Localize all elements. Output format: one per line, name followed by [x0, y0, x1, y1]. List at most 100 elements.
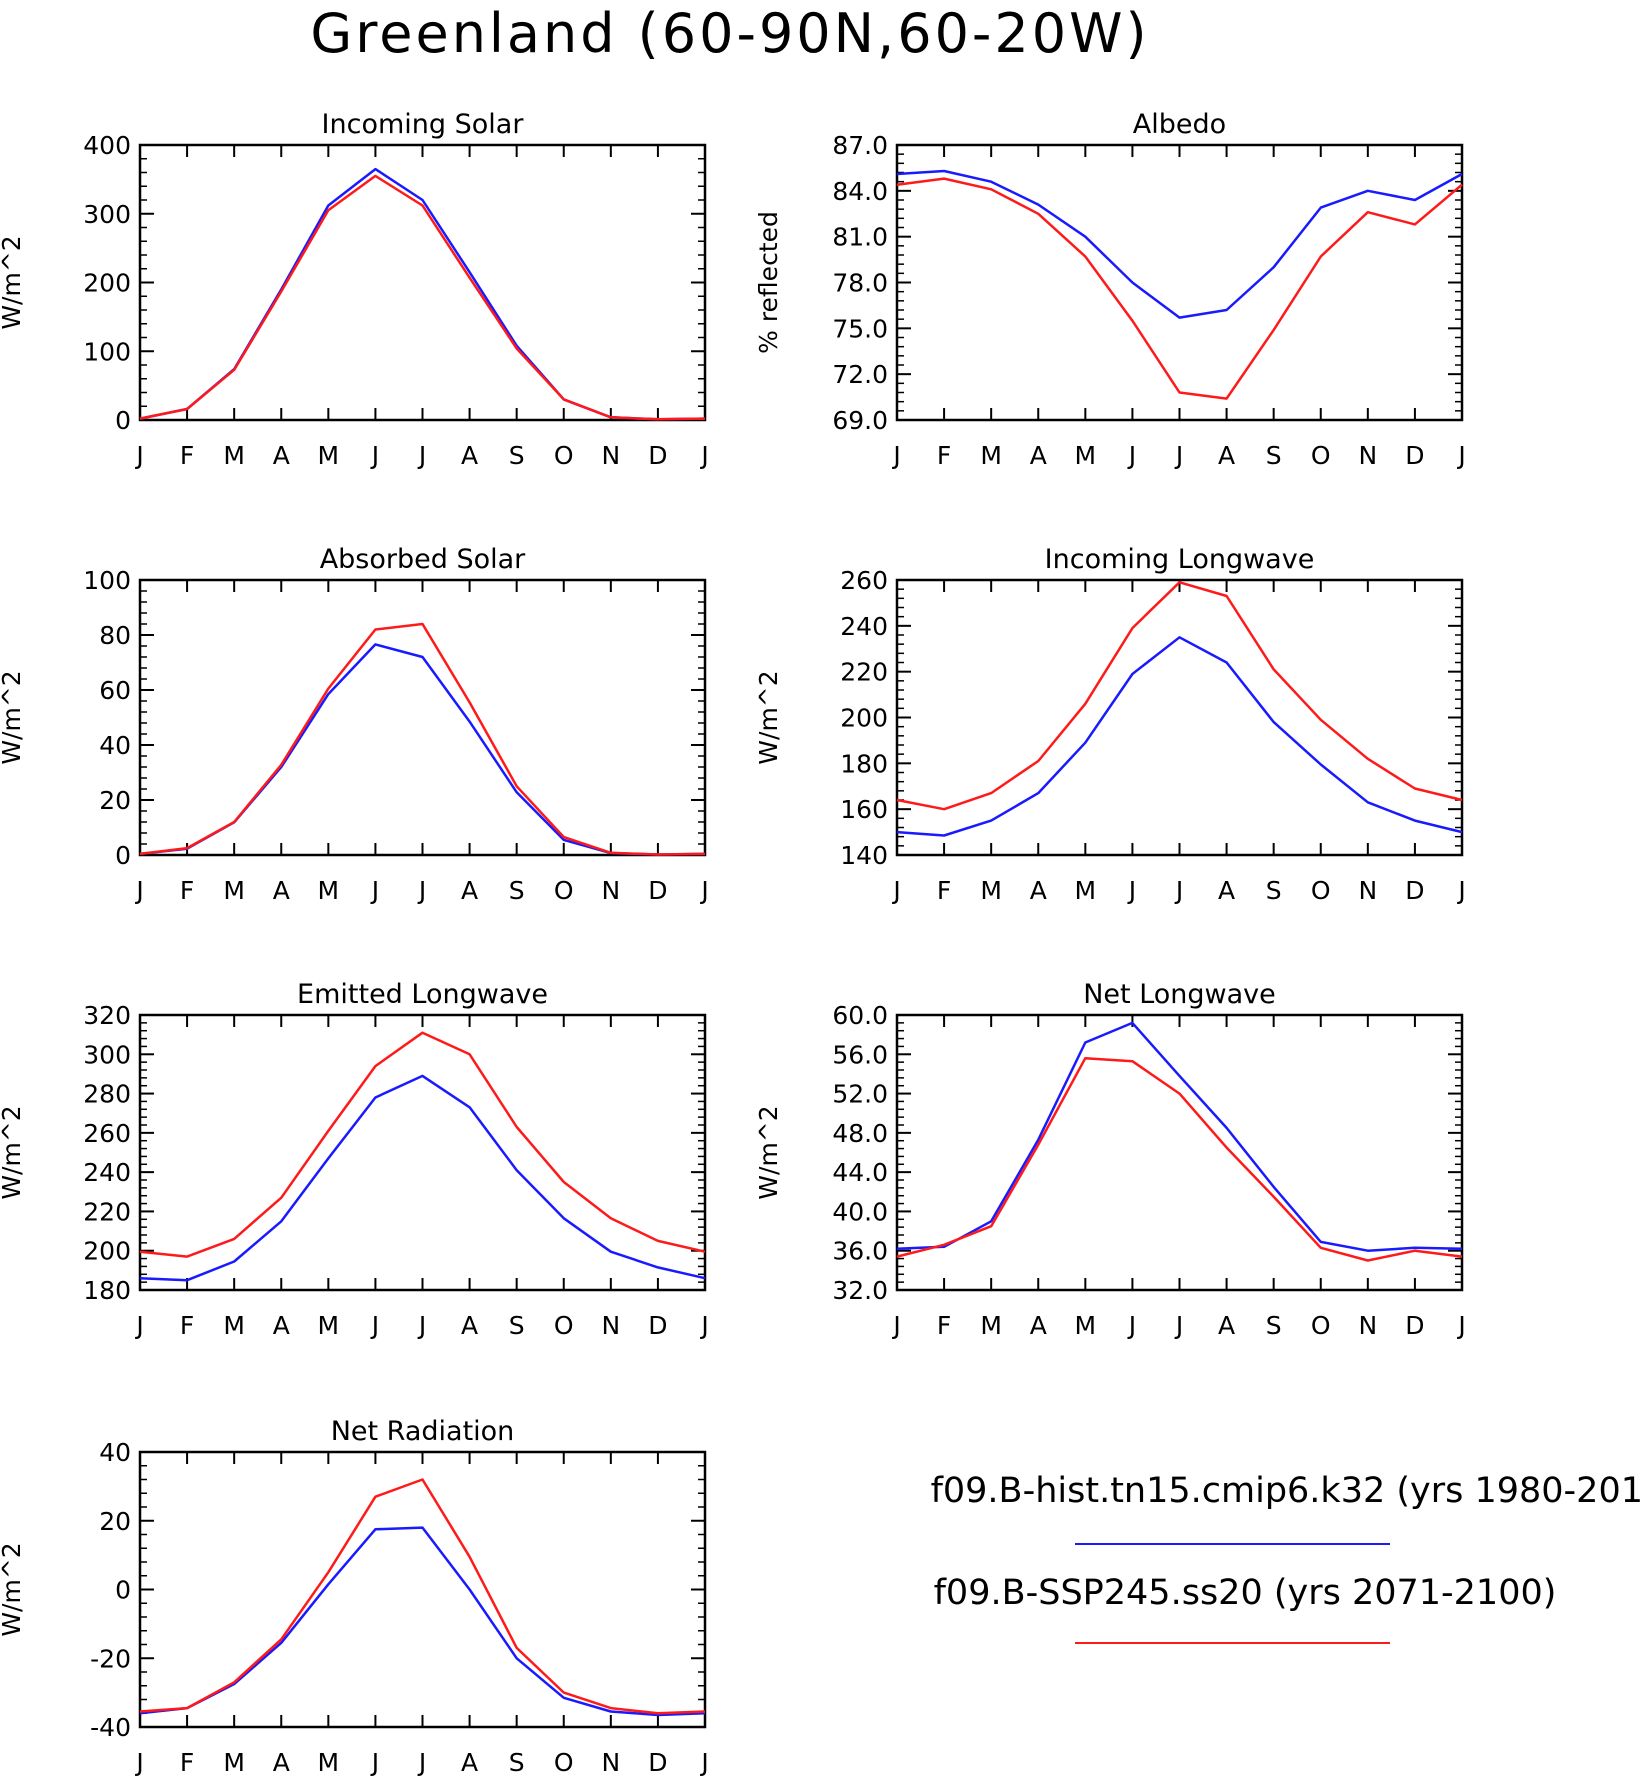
incoming-longwave-xtick-label: S — [1266, 876, 1282, 905]
net-radiation-xtick-label: A — [461, 1748, 478, 1777]
absorbed-solar-title: Absorbed Solar — [320, 544, 526, 575]
net-longwave-xtick-label: A — [1218, 1311, 1235, 1340]
albedo-xtick-label: A — [1030, 441, 1047, 470]
incoming-solar-xtick-label: D — [648, 441, 667, 470]
absorbed-solar-ytick-label: 80 — [99, 621, 131, 650]
net-longwave-ytick-label: 60.0 — [832, 1001, 888, 1030]
albedo-ytick-label: 87.0 — [832, 131, 888, 160]
net-longwave-xtick-label: S — [1266, 1311, 1282, 1340]
legend: f09.B-hist.tn15.cmip6.k32 (yrs 1980-201 … — [931, 1471, 1643, 1644]
net-longwave-ytick-label: 52.0 — [832, 1080, 888, 1109]
incoming-solar-series-line-1 — [139, 174, 706, 421]
incoming-solar-ytick-label: 200 — [83, 269, 131, 298]
net-radiation-xtick-label: J — [699, 1748, 708, 1777]
albedo-xtick-label: N — [1358, 441, 1377, 470]
incoming-solar-xtick-label: F — [180, 441, 194, 470]
emitted-longwave-ytick-label: 260 — [83, 1119, 131, 1148]
emitted-longwave-series-line-0 — [139, 1074, 706, 1282]
emitted-longwave-xtick-label: J — [699, 1311, 708, 1340]
net-radiation-title: Net Radiation — [331, 1416, 515, 1447]
incoming-longwave-xtick-label: J — [1127, 876, 1136, 905]
absorbed-solar-xtick-label: M — [223, 876, 245, 905]
incoming-longwave-xtick-label: M — [1075, 876, 1097, 905]
emitted-longwave-xtick-label: F — [180, 1311, 194, 1340]
absorbed-solar-xtick-label: M — [318, 876, 340, 905]
incoming-solar-xtick-label: M — [223, 441, 245, 470]
figure-title: Greenland (60-90N,60-20W) — [310, 2, 1149, 65]
albedo-xtick-label: M — [1075, 441, 1097, 470]
emitted-longwave-xtick-label: A — [273, 1311, 290, 1340]
absorbed-solar-xtick-label: A — [273, 876, 290, 905]
incoming-longwave-xtick-label: J — [891, 876, 900, 905]
emitted-longwave-xtick-label: O — [554, 1311, 574, 1340]
albedo-xtick-label: S — [1266, 441, 1282, 470]
albedo-ytick-label: 75.0 — [832, 314, 888, 343]
incoming-solar-xtick-label: J — [417, 441, 426, 470]
emitted-longwave-title: Emitted Longwave — [297, 979, 548, 1010]
net-longwave-ytick-label: 36.0 — [832, 1237, 888, 1266]
net-longwave-xtick-label: M — [1075, 1311, 1097, 1340]
incoming-longwave-xtick-label: D — [1405, 876, 1424, 905]
albedo-xtick-label: M — [980, 441, 1002, 470]
incoming-longwave-ytick-label: 220 — [840, 658, 888, 687]
emitted-longwave-xtick-label: N — [601, 1311, 620, 1340]
albedo-xtick-label: J — [891, 441, 900, 470]
net-longwave-xtick-label: J — [891, 1311, 900, 1340]
emitted-longwave-xtick-label: J — [134, 1311, 143, 1340]
absorbed-solar-xtick-label: J — [699, 876, 708, 905]
incoming-longwave-ytick-label: 160 — [840, 795, 888, 824]
net-longwave-xtick-label: F — [937, 1311, 951, 1340]
absorbed-solar-ytick-label: 100 — [83, 566, 131, 595]
emitted-longwave-ytick-label: 200 — [83, 1237, 131, 1266]
net-radiation-xtick-label: F — [180, 1748, 194, 1777]
albedo-ylabel: % reflected — [754, 211, 783, 354]
net-longwave-ylabel: W/m^2 — [754, 1105, 783, 1199]
net-longwave-series-line-1 — [896, 1056, 1463, 1262]
absorbed-solar-xtick-label: J — [134, 876, 143, 905]
albedo-xtick-label: J — [1127, 441, 1136, 470]
albedo-xtick-label: A — [1218, 441, 1235, 470]
net-radiation-ytick-label: -20 — [90, 1644, 131, 1673]
emitted-longwave-ylabel: W/m^2 — [0, 1105, 26, 1199]
net-longwave-xtick-label: O — [1311, 1311, 1331, 1340]
net-radiation-xtick-label: N — [601, 1748, 620, 1777]
net-radiation-xtick-label: J — [134, 1748, 143, 1777]
incoming-longwave-ytick-label: 200 — [840, 704, 888, 733]
net-longwave-ytick-label: 48.0 — [832, 1119, 888, 1148]
incoming-solar-ytick-label: 400 — [83, 131, 131, 160]
legend-label-ssp245: f09.B-SSP245.ss20 (yrs 2071-2100) — [934, 1573, 1557, 1613]
incoming-longwave-ytick-label: 240 — [840, 612, 888, 641]
net-longwave-plot-frame — [895, 1013, 1464, 1292]
incoming-longwave-xtick-label: M — [980, 876, 1002, 905]
net-longwave-xtick-label: J — [1174, 1311, 1183, 1340]
incoming-longwave-xtick-label: A — [1030, 876, 1047, 905]
absorbed-solar-ytick-label: 40 — [99, 731, 131, 760]
net-longwave-xtick-label: A — [1030, 1311, 1047, 1340]
absorbed-solar-xtick-label: N — [601, 876, 620, 905]
incoming-solar-xtick-label: M — [318, 441, 340, 470]
albedo-xtick-label: D — [1405, 441, 1424, 470]
absorbed-solar-series-line-0 — [139, 643, 706, 856]
albedo-title: Albedo — [1133, 109, 1226, 140]
incoming-solar-xtick-label: O — [554, 441, 574, 470]
emitted-longwave-ytick-label: 280 — [83, 1080, 131, 1109]
albedo-ytick-label: 78.0 — [832, 269, 888, 298]
incoming-longwave-xtick-label: J — [1456, 876, 1465, 905]
incoming-solar-ytick-label: 100 — [83, 337, 131, 366]
albedo-ytick-label: 81.0 — [832, 223, 888, 252]
net-radiation-ytick-label: -40 — [90, 1713, 131, 1742]
net-radiation-ytick-label: 40 — [99, 1438, 131, 1467]
absorbed-solar-xtick-label: J — [417, 876, 426, 905]
absorbed-solar-xtick-label: F — [180, 876, 194, 905]
emitted-longwave-xtick-label: J — [417, 1311, 426, 1340]
incoming-longwave-xtick-label: F — [937, 876, 951, 905]
absorbed-solar-plot-frame — [138, 578, 707, 857]
net-longwave-ytick-label: 40.0 — [832, 1197, 888, 1226]
emitted-longwave-xtick-label: D — [648, 1311, 667, 1340]
